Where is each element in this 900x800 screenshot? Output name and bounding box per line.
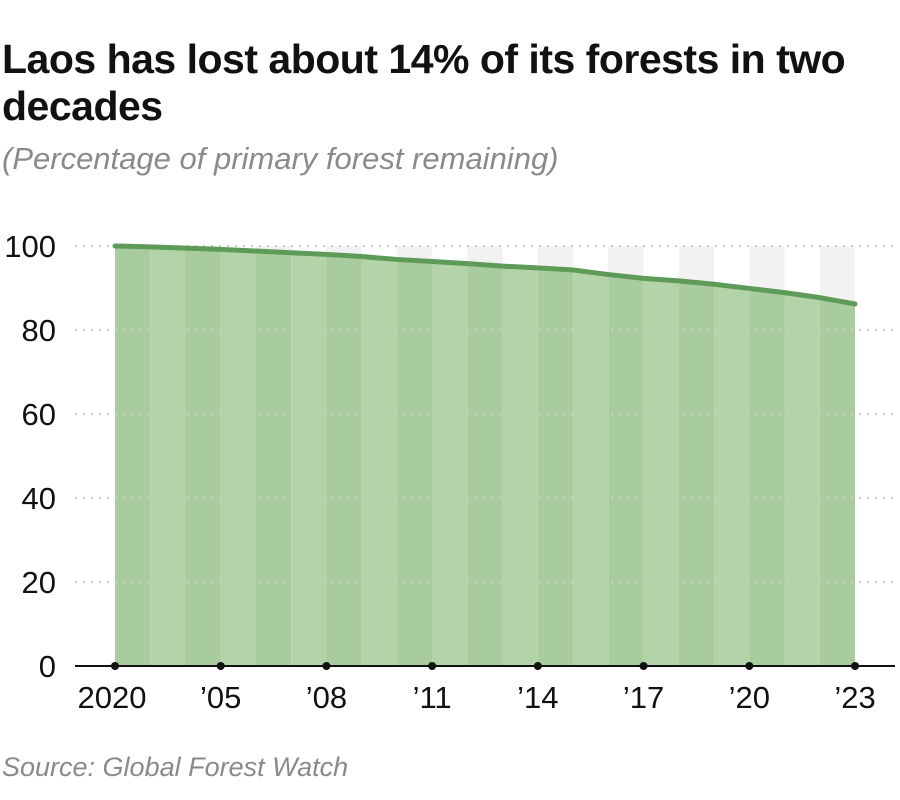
x-tick-label: ’08 [306, 680, 347, 715]
area-segment [150, 246, 186, 666]
area-segment [784, 292, 820, 666]
area-segment [819, 297, 855, 666]
x-tick-label: ’17 [623, 680, 664, 715]
x-tick-dot [216, 662, 225, 670]
x-tick-dot [533, 662, 542, 670]
x-tick-label: ’14 [517, 680, 558, 715]
chart-subtitle: (Percentage of primary forest remaining) [2, 141, 559, 176]
y-tick-label: 60 [22, 397, 56, 432]
area-segment [573, 269, 609, 666]
x-tick-dot [111, 662, 119, 670]
x-tick-label: ’23 [834, 680, 875, 715]
chart-area: 0 20 40 60 80 100 2020 ’05 ’08 ’11 ’14 ’17 ’20 ’23 [0, 200, 900, 730]
area-segment [220, 249, 256, 667]
x-tick-dot [639, 662, 648, 670]
area-segment [643, 278, 679, 666]
area-segment [749, 288, 785, 666]
area-segment [255, 251, 292, 666]
area-segment [396, 259, 433, 666]
area-fill [115, 246, 855, 667]
x-tick-label: ’20 [729, 680, 770, 715]
chart-title: Laos has lost about 14% of its forests i… [2, 36, 846, 129]
area-segment [291, 252, 327, 666]
x-tick-dot [745, 662, 754, 670]
series-line-path [112, 243, 858, 307]
x-tick-dot [851, 662, 859, 670]
x-tick-label: 2020 [78, 680, 147, 715]
y-tick-label: 100 [4, 229, 56, 264]
area-segment [678, 280, 715, 666]
y-tick-label: 80 [22, 313, 56, 348]
source-note: Source: Global Forest Watch [2, 752, 349, 782]
series-line [112, 243, 858, 307]
area-segment [432, 261, 468, 666]
y-tick-label: 0 [39, 649, 56, 684]
y-tick-label: 20 [22, 565, 56, 600]
x-tick-dot [322, 662, 331, 670]
y-tick-label: 40 [22, 481, 56, 516]
gridlines [75, 245, 895, 583]
area-segment [185, 248, 221, 666]
area-segment [115, 246, 151, 666]
area-segment [714, 284, 750, 666]
x-tick-dot [428, 662, 437, 670]
area-segment [326, 254, 362, 666]
area-segment [467, 263, 503, 666]
area-segment [537, 267, 574, 666]
x-tick-label: ’11 [413, 680, 452, 715]
area-segment [608, 274, 644, 666]
y-axis-ticks: 0 20 40 60 80 100 [4, 229, 56, 684]
area-segment [361, 256, 397, 666]
x-axis-ticks: 2020 ’05 ’08 ’11 ’14 ’17 ’20 ’23 [78, 662, 876, 715]
area-segment [502, 266, 538, 666]
x-tick-label: ’05 [200, 680, 241, 715]
area-chart: 0 20 40 60 80 100 2020 ’05 ’08 ’11 ’14 ’17 ’20 ’23 [4, 229, 895, 715]
